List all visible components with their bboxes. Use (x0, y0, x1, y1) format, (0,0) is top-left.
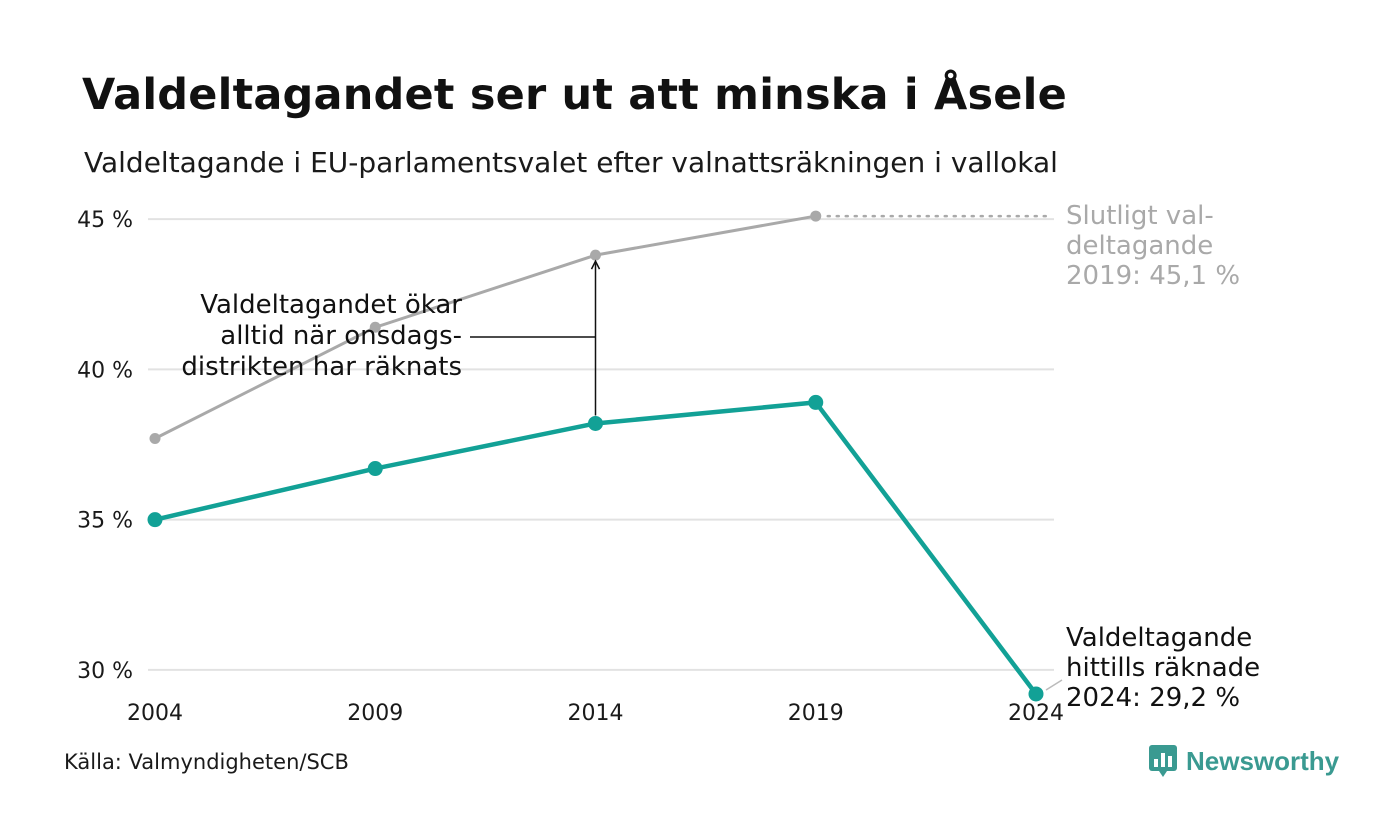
gap-label-line: distrikten har räknats (181, 352, 462, 382)
data-point-election_night (588, 415, 603, 431)
gap-arrow-head (590, 259, 601, 270)
x-tick-label: 2014 (568, 701, 624, 726)
data-point-final (590, 249, 601, 261)
x-tick-label: 2019 (788, 701, 844, 726)
chart-subtitle: Valdeltagande i EU-parlamentsvalet efter… (84, 146, 1058, 179)
final-label-line: 2019: 45,1 % (1066, 261, 1240, 291)
final-label-line: Slutligt val- (1066, 201, 1214, 231)
y-tick-label: 30 % (77, 659, 133, 684)
x-tick-label: 2004 (127, 701, 183, 726)
final-label-line: deltagande (1066, 231, 1213, 261)
gap-label-line: Valdeltagandet ökar (200, 290, 462, 320)
y-tick-label: 40 % (77, 358, 133, 383)
current-label-line: Valdeltagande (1066, 623, 1252, 653)
current-label-line: hittills räknade (1066, 653, 1260, 683)
line-chart: 30 % 35 % 40 % 45 % 2004 2009 2014 2019 2024 Sl… (77, 201, 1260, 726)
y-tick-label: 35 % (77, 509, 133, 534)
x-tick-label: 2009 (347, 701, 403, 726)
series-line-election_night (154, 400, 1038, 696)
data-point-final (810, 210, 822, 222)
chart-title: Valdeltagandet ser ut att minska i Åsele (82, 70, 1067, 120)
data-point-election_night (808, 394, 824, 410)
x-tick-label: 2024 (1008, 701, 1064, 726)
source-note: Källa: Valmyndigheten/SCB (64, 750, 349, 774)
brand-name: Newsworthy (1186, 745, 1340, 776)
series-line-final (154, 214, 817, 440)
y-axis: 30 % 35 % 40 % 45 % (77, 208, 133, 684)
data-point-election_night (147, 512, 163, 528)
series-lines (147, 210, 1044, 702)
y-tick-label: 45 % (77, 208, 133, 233)
gridlines (148, 218, 1054, 671)
current-label-leader (1045, 679, 1063, 691)
newsworthy-logo-icon (1149, 745, 1177, 777)
data-point-election_night (367, 461, 383, 477)
gap-label-line: alltid när onsdags- (220, 321, 462, 351)
data-point-final (149, 432, 161, 444)
current-label-line: 2024: 29,2 % (1066, 683, 1240, 713)
data-point-election_night (1028, 686, 1044, 702)
x-axis: 2004 2009 2014 2019 2024 (127, 701, 1064, 726)
data-point-final (369, 321, 381, 333)
brand: Newsworthy (1148, 744, 1339, 778)
